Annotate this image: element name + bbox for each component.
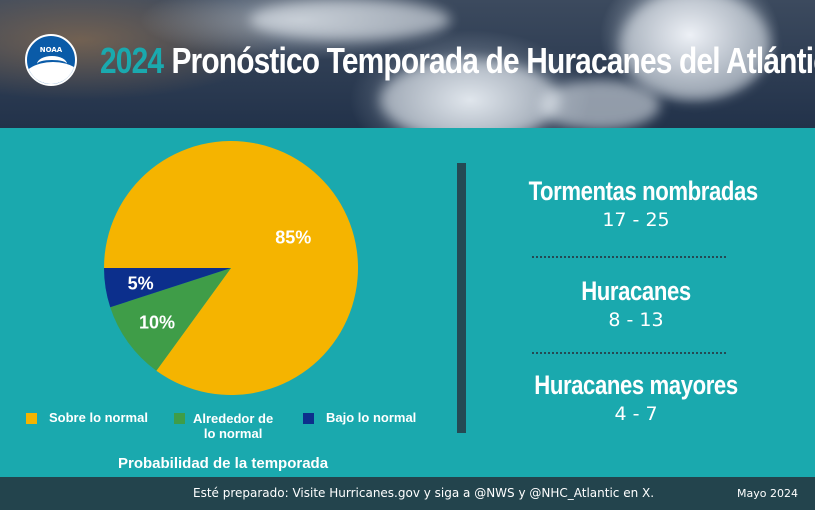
stat-label: Huracanes mayores <box>534 370 738 400</box>
title-text: Pronóstico Temporada de Huracanes del At… <box>171 40 815 81</box>
satellite-banner <box>0 0 815 128</box>
page-title: 2024 Pronóstico Temporada de Huracanes de… <box>100 40 815 82</box>
legend-label-below: Bajo lo normal <box>326 410 417 425</box>
legend-label-near-line1: Alrededor de <box>193 411 274 426</box>
bird-icon <box>37 56 67 72</box>
wave-icon <box>27 62 75 84</box>
footer-date: Mayo 2024 <box>737 487 798 500</box>
pie-chart: 85% 10% 5% <box>104 140 358 395</box>
noaa-logo-text: NOAA <box>39 46 63 54</box>
noaa-logo: NOAA <box>25 34 77 86</box>
stat-separator <box>532 256 726 258</box>
stat-named-storms: Tormentas nombradas 17 - 25 <box>505 176 767 231</box>
stat-range: 8 - 13 <box>608 309 664 331</box>
footer-message: Esté preparado: Visite Hurricanes.gov y … <box>193 486 655 500</box>
pie-slice-below <box>104 268 231 308</box>
stat-label: Tormentas nombradas <box>528 176 759 206</box>
stat-range: 17 - 25 <box>602 209 670 231</box>
stat-separator <box>532 352 726 354</box>
stat-range: 4 - 7 <box>614 403 658 425</box>
legend-swatch-near <box>174 413 185 424</box>
pie-slice-above-label: 85% <box>275 227 311 247</box>
vertical-divider <box>457 163 466 433</box>
pie-slice-near <box>110 268 231 371</box>
title-year: 2024 <box>100 40 164 81</box>
legend-label-near: Alrededor de lo normal <box>193 411 273 441</box>
pie-slice-near-label: 10% <box>139 313 175 333</box>
pie-slice-below-label: 5% <box>128 273 154 293</box>
legend-label-above: Sobre lo normal <box>49 410 148 425</box>
stat-label: Huracanes <box>581 276 691 306</box>
legend-swatch-above <box>26 413 37 424</box>
legend-swatch-below <box>303 413 314 424</box>
chart-subtitle: Probabilidad de la temporada <box>118 455 329 472</box>
legend-label-near-line2: lo normal <box>203 426 263 441</box>
stat-hurricanes: Huracanes 8 - 13 <box>505 276 767 331</box>
footer-bar: Esté preparado: Visite Hurricanes.gov y … <box>0 477 815 510</box>
stat-major-hurricanes: Huracanes mayores 4 - 7 <box>505 370 767 425</box>
